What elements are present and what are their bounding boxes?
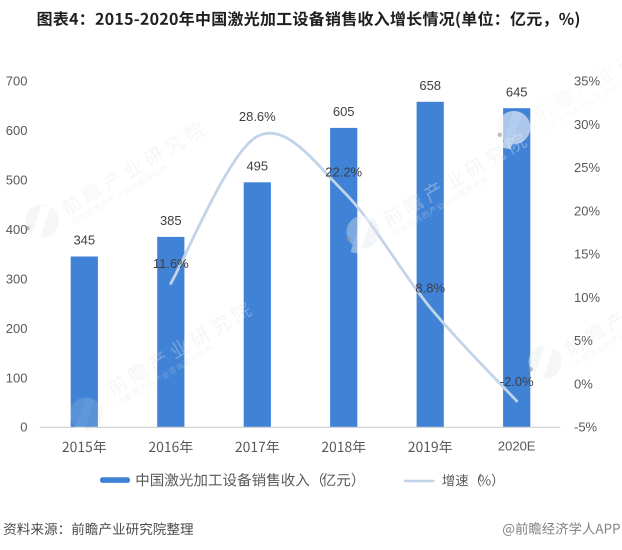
svg-text:385: 385 bbox=[160, 213, 182, 228]
svg-text:658: 658 bbox=[419, 78, 441, 93]
svg-text:22.2%: 22.2% bbox=[325, 165, 362, 180]
svg-text:25%: 25% bbox=[574, 160, 600, 175]
svg-text:5%: 5% bbox=[574, 333, 593, 348]
svg-text:700: 700 bbox=[6, 74, 28, 89]
svg-text:495: 495 bbox=[246, 158, 268, 173]
svg-text:20%: 20% bbox=[574, 203, 600, 218]
svg-text:600: 600 bbox=[6, 123, 28, 138]
svg-text:645: 645 bbox=[506, 84, 528, 99]
svg-text:345: 345 bbox=[73, 233, 95, 248]
svg-text:28.6%: 28.6% bbox=[239, 109, 276, 124]
svg-text:100: 100 bbox=[6, 370, 28, 385]
svg-text:10%: 10% bbox=[574, 290, 600, 305]
svg-text:0: 0 bbox=[20, 420, 27, 435]
svg-text:-5%: -5% bbox=[574, 420, 598, 435]
svg-text:605: 605 bbox=[333, 104, 355, 119]
svg-text:500: 500 bbox=[6, 173, 28, 188]
svg-text:11.6%: 11.6% bbox=[153, 256, 189, 271]
svg-text:2020E: 2020E bbox=[498, 438, 536, 453]
svg-text:300: 300 bbox=[6, 271, 28, 286]
svg-text:0%: 0% bbox=[574, 376, 593, 391]
svg-text:200: 200 bbox=[6, 321, 28, 336]
svg-text:-2.0%: -2.0% bbox=[500, 374, 534, 389]
svg-text:400: 400 bbox=[6, 222, 28, 237]
svg-text:30%: 30% bbox=[574, 117, 600, 132]
svg-text:35%: 35% bbox=[574, 74, 600, 89]
svg-text:8.8%: 8.8% bbox=[415, 280, 445, 295]
svg-text:15%: 15% bbox=[574, 247, 600, 262]
